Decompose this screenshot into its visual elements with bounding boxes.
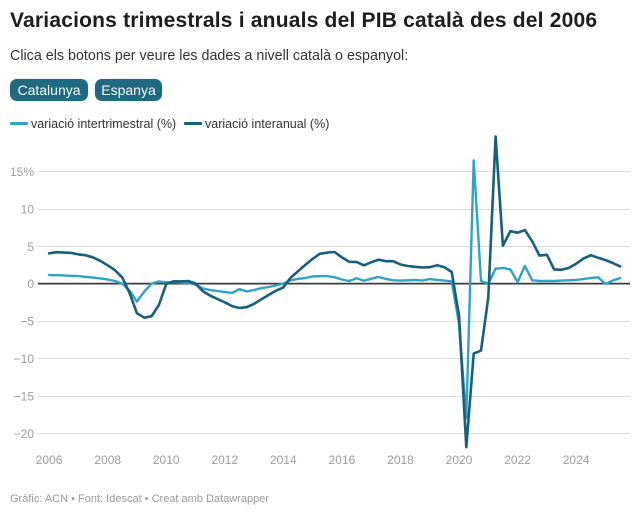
svg-text:2024: 2024 bbox=[563, 453, 590, 467]
svg-text:2020: 2020 bbox=[446, 453, 473, 467]
svg-text:2008: 2008 bbox=[94, 453, 121, 467]
svg-text:5: 5 bbox=[27, 240, 34, 254]
svg-text:−15: −15 bbox=[14, 390, 35, 404]
svg-text:2014: 2014 bbox=[270, 453, 297, 467]
svg-text:15%: 15% bbox=[10, 165, 34, 179]
svg-text:2012: 2012 bbox=[211, 453, 238, 467]
svg-text:2018: 2018 bbox=[387, 453, 414, 467]
svg-text:10: 10 bbox=[21, 202, 35, 216]
svg-text:2006: 2006 bbox=[36, 453, 63, 467]
svg-text:2016: 2016 bbox=[329, 453, 356, 467]
svg-text:2010: 2010 bbox=[153, 453, 180, 467]
svg-text:2022: 2022 bbox=[504, 453, 531, 467]
svg-text:−10: −10 bbox=[14, 352, 35, 366]
svg-text:−5: −5 bbox=[20, 315, 34, 329]
svg-text:−20: −20 bbox=[14, 427, 35, 441]
svg-text:0: 0 bbox=[27, 277, 34, 291]
